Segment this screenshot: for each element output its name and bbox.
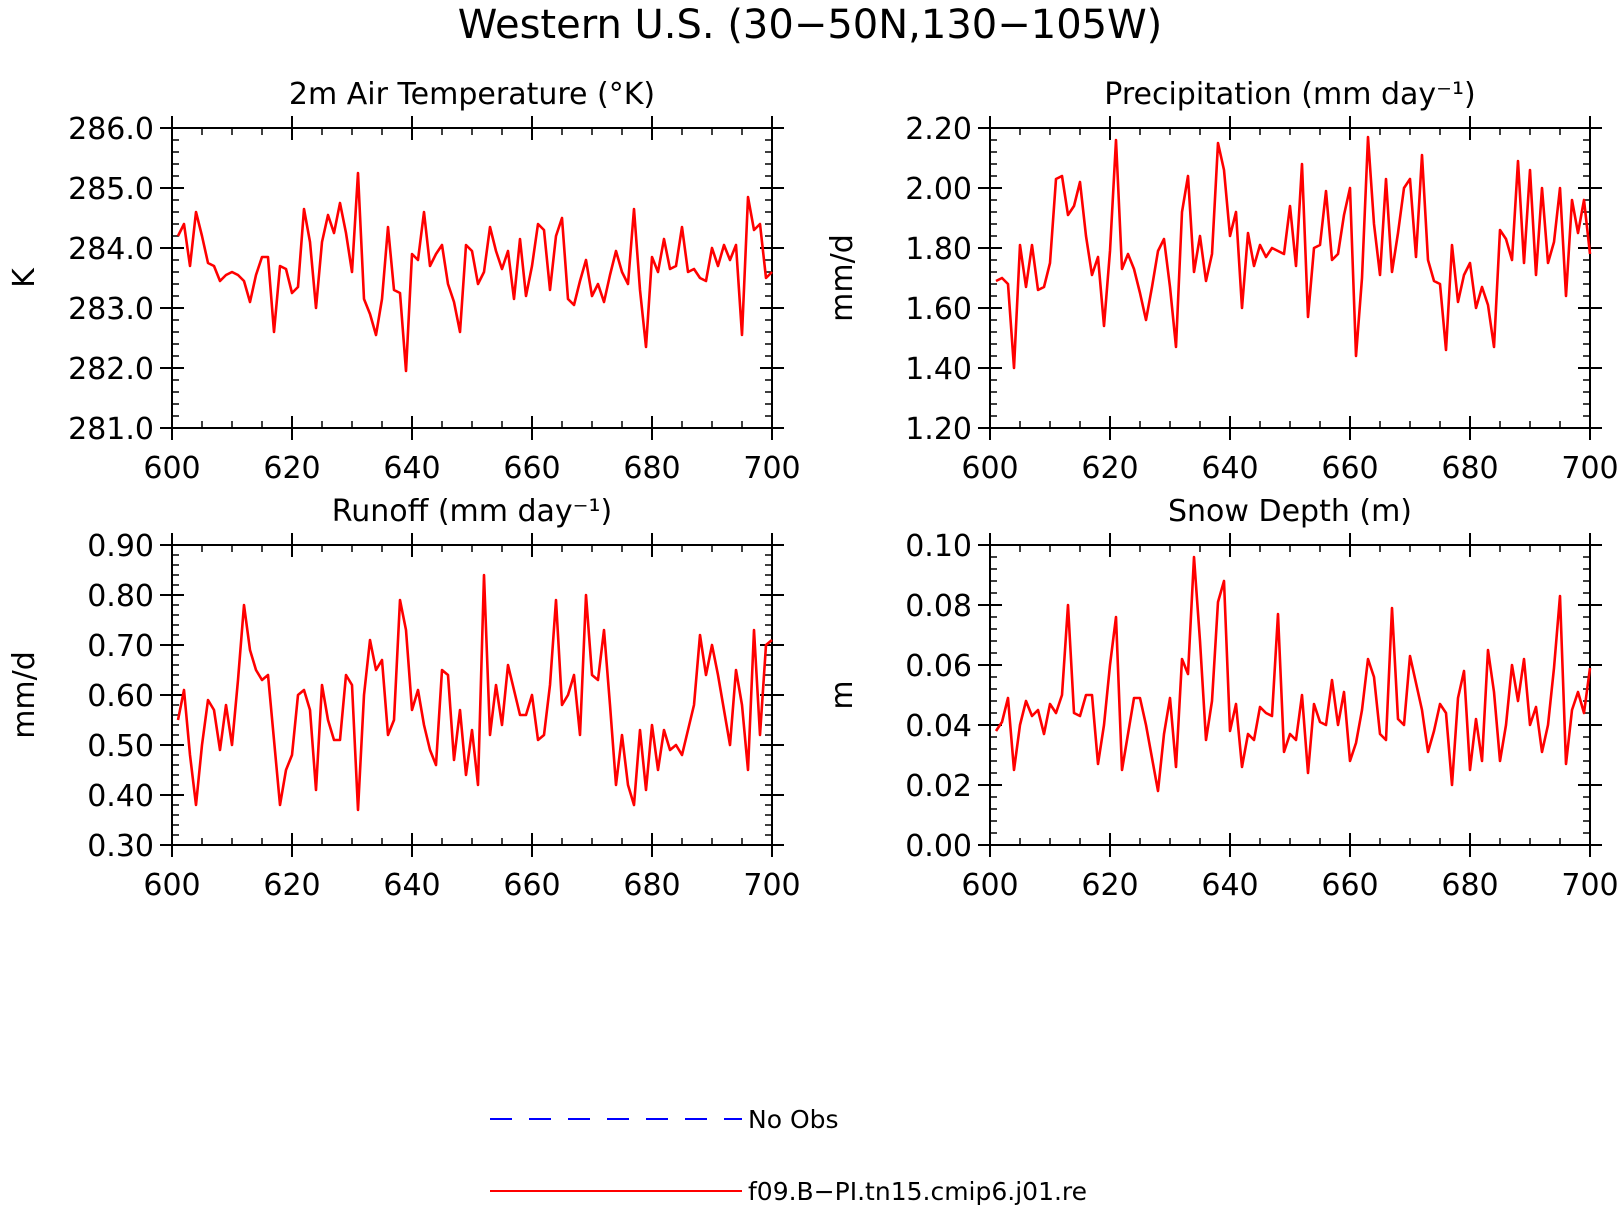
y-axis-label: m	[825, 680, 860, 709]
y-tick-label: 283.0	[68, 292, 154, 327]
y-tick-label: 0.06	[905, 649, 972, 684]
x-tick-label: 600	[961, 868, 1018, 903]
x-tick-label: 680	[623, 868, 680, 903]
x-tick-label: 700	[743, 451, 800, 486]
y-axis-label: mm/d	[7, 651, 42, 739]
x-tick-label: 620	[1081, 868, 1138, 903]
x-tick-label: 660	[1321, 868, 1378, 903]
x-tick-label: 700	[743, 868, 800, 903]
series-line	[176, 573, 773, 812]
series-line	[994, 555, 1592, 793]
x-tick-label: 680	[1441, 868, 1498, 903]
x-tick-label: 660	[503, 451, 560, 486]
x-tick-label: 600	[143, 451, 200, 486]
y-tick-label: 0.40	[87, 779, 154, 814]
y-tick-label: 0.70	[87, 629, 154, 664]
y-tick-label: 1.60	[905, 292, 972, 327]
y-tick-label: 2.20	[905, 112, 972, 147]
x-tick-label: 640	[383, 868, 440, 903]
y-tick-label: 1.40	[905, 352, 972, 387]
y-tick-label: 0.10	[905, 529, 972, 564]
y-tick-label: 0.08	[905, 589, 972, 624]
panel-title: Runoff (mm day⁻¹)	[332, 494, 613, 529]
x-tick-label: 700	[1561, 868, 1618, 903]
y-tick-label: 0.80	[87, 579, 154, 614]
panel-4: 0.00 0.02 0.04 0.06 0.08 0.10 600 620 640 660 680 7…	[825, 494, 1619, 903]
y-tick-label: 1.20	[905, 412, 972, 447]
y-tick-label: 0.02	[905, 769, 972, 804]
legend-label-no-obs: No Obs	[748, 1105, 839, 1134]
x-tick-label: 620	[263, 868, 320, 903]
y-tick-label: 0.04	[905, 709, 972, 744]
panel-3: 0.30 0.40 0.50 0.60 0.70 0.80 0.90 600 620 640 660…	[7, 494, 801, 903]
y-tick-label: 282.0	[68, 352, 154, 387]
panel-1: 281.0 282.0 283.0 284.0 285.0 286.0 600 620 640 6…	[7, 77, 801, 486]
y-axis-label: mm/d	[825, 234, 860, 322]
y-tick-label: 0.50	[87, 729, 154, 764]
x-tick-label: 620	[263, 451, 320, 486]
x-tick-label: 640	[1201, 451, 1258, 486]
y-tick-label: 284.0	[68, 232, 154, 267]
x-tick-label: 600	[961, 451, 1018, 486]
panel-title: 2m Air Temperature (°K)	[289, 77, 655, 112]
y-tick-label: 2.00	[905, 172, 972, 207]
plot-frame	[171, 544, 773, 846]
x-tick-label: 680	[623, 451, 680, 486]
x-tick-label: 660	[503, 868, 560, 903]
panels: 281.0 282.0 283.0 284.0 285.0 286.0 600 620 640 6…	[7, 77, 1619, 903]
x-tick-label: 700	[1561, 451, 1618, 486]
y-tick-label: 0.90	[87, 529, 154, 564]
panel-title: Precipitation (mm day⁻¹)	[1104, 77, 1475, 112]
plot-frame	[989, 544, 1591, 846]
panel-2: 1.20 1.40 1.60 1.80 2.00 2.20 600 620 640 660 680 7…	[825, 77, 1619, 486]
y-axis-label: K	[7, 267, 42, 288]
figure-title: Western U.S. (30−50N,130−105W)	[458, 2, 1163, 48]
plot-frame	[171, 127, 773, 429]
y-tick-label: 285.0	[68, 172, 154, 207]
y-tick-label: 286.0	[68, 112, 154, 147]
x-tick-label: 620	[1081, 451, 1138, 486]
panel-title: Snow Depth (m)	[1168, 494, 1412, 529]
y-tick-label: 0.60	[87, 679, 154, 714]
x-tick-label: 640	[1201, 868, 1258, 903]
x-tick-label: 640	[383, 451, 440, 486]
series-line	[176, 171, 773, 373]
series-line	[995, 135, 1592, 370]
y-tick-label: 0.30	[87, 829, 154, 864]
y-tick-label: 1.80	[905, 232, 972, 267]
x-tick-label: 660	[1321, 451, 1378, 486]
x-tick-label: 680	[1441, 451, 1498, 486]
y-tick-label: 281.0	[68, 412, 154, 447]
legend-label-model: f09.B−PI.tn15.cmip6.j01.re	[748, 1177, 1087, 1205]
legend: No Obs f09.B−PI.tn15.cmip6.j01.re	[490, 1105, 1087, 1206]
y-tick-label: 0.00	[905, 829, 972, 864]
x-tick-label: 600	[143, 868, 200, 903]
plot-frame	[989, 127, 1591, 429]
